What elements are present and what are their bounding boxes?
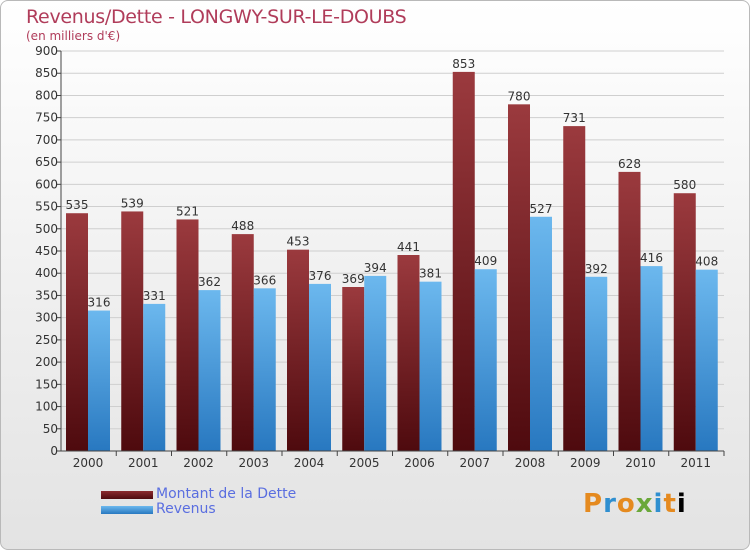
y-tick-label: 300 (35, 311, 58, 325)
data-label: 441 (397, 240, 420, 254)
y-tick-label: 400 (35, 266, 58, 280)
bar-dette (673, 193, 696, 451)
legend-swatch-revenus (101, 506, 153, 514)
data-label: 780 (508, 89, 531, 103)
bar-dette (563, 126, 586, 451)
bar-revenus (309, 283, 331, 451)
data-label: 628 (618, 157, 641, 171)
data-label: 539 (121, 196, 144, 210)
bar-dette (342, 287, 365, 451)
y-tick-label: 200 (35, 355, 58, 369)
x-tick-label: 2010 (625, 456, 656, 470)
x-tick-label: 2008 (515, 456, 546, 470)
y-tick-label: 150 (35, 377, 58, 391)
y-tick-label: 600 (35, 177, 58, 191)
x-tick-label: 2002 (183, 456, 214, 470)
bar-revenus (474, 269, 497, 451)
legend-swatch-debt (101, 491, 153, 499)
data-label: 376 (309, 269, 332, 283)
legend-label-debt: Montant de la Dette (156, 486, 297, 502)
data-label: 409 (474, 254, 497, 268)
data-label: 416 (640, 251, 663, 265)
chart-title: Revenus/Dette - LONGWY-SUR-LE-DOUBS (26, 6, 407, 28)
data-label: 527 (530, 202, 553, 216)
bar-revenus (419, 281, 442, 451)
y-tick-label: 450 (35, 244, 58, 258)
y-tick-label: 650 (35, 155, 58, 169)
y-tick-label: 700 (35, 133, 58, 147)
data-label: 488 (231, 219, 254, 233)
y-tick-label: 500 (35, 222, 58, 236)
y-tick-label: 100 (35, 400, 58, 414)
bar-revenus (88, 310, 110, 451)
x-tick-label: 2009 (570, 456, 601, 470)
y-tick-label: 250 (35, 333, 58, 347)
data-label: 366 (253, 273, 276, 287)
data-label: 392 (585, 262, 608, 276)
bar-revenus (198, 290, 221, 451)
bar-dette (176, 219, 199, 451)
data-label: 580 (673, 178, 696, 192)
y-tick-label: 350 (35, 288, 58, 302)
x-tick-label: 2005 (349, 456, 380, 470)
y-tick-label: 0 (50, 444, 58, 458)
x-tick-label: 2006 (404, 456, 435, 470)
proxiti-logo: Proxiti (583, 489, 687, 519)
bar-revenus (253, 288, 276, 451)
y-tick-label: 900 (35, 44, 58, 58)
bar-revenus (364, 275, 387, 451)
bar-revenus (143, 303, 166, 451)
y-tick-label: 800 (35, 88, 58, 102)
data-label: 521 (176, 204, 199, 218)
bar-dette (231, 234, 254, 451)
data-label: 331 (143, 289, 166, 303)
legend-label-revenus: Revenus (156, 501, 216, 517)
bar-dette (508, 104, 530, 451)
bar-revenus (695, 269, 718, 451)
data-label: 381 (419, 267, 442, 281)
x-tick-label: 2007 (459, 456, 490, 470)
data-label: 731 (563, 111, 586, 125)
data-label: 535 (66, 198, 89, 212)
bar-dette (66, 213, 88, 451)
data-label: 394 (364, 261, 387, 275)
data-label: 853 (452, 57, 475, 71)
bar-revenus (585, 276, 608, 451)
x-tick-label: 2003 (238, 456, 269, 470)
bar-dette (287, 249, 309, 451)
data-label: 453 (287, 235, 310, 249)
x-tick-label: 2011 (680, 456, 711, 470)
y-tick-label: 50 (43, 422, 58, 436)
chart-subtitle: (en milliers d'€) (26, 29, 121, 43)
y-tick-label: 850 (35, 66, 58, 80)
bar-revenus (640, 266, 663, 451)
bar-dette (397, 255, 420, 451)
y-tick-label: 750 (35, 111, 58, 125)
x-tick-label: 2004 (294, 456, 325, 470)
data-label: 316 (88, 296, 111, 310)
y-tick-label: 550 (35, 200, 58, 214)
bar-dette (618, 171, 641, 451)
x-tick-label: 2001 (128, 456, 159, 470)
x-tick-label: 2000 (73, 456, 104, 470)
data-label: 362 (198, 275, 221, 289)
data-label: 369 (342, 272, 365, 286)
bar-revenus (530, 216, 552, 451)
data-label: 408 (695, 255, 718, 269)
bar-dette (121, 211, 144, 451)
bar-dette (452, 71, 475, 451)
